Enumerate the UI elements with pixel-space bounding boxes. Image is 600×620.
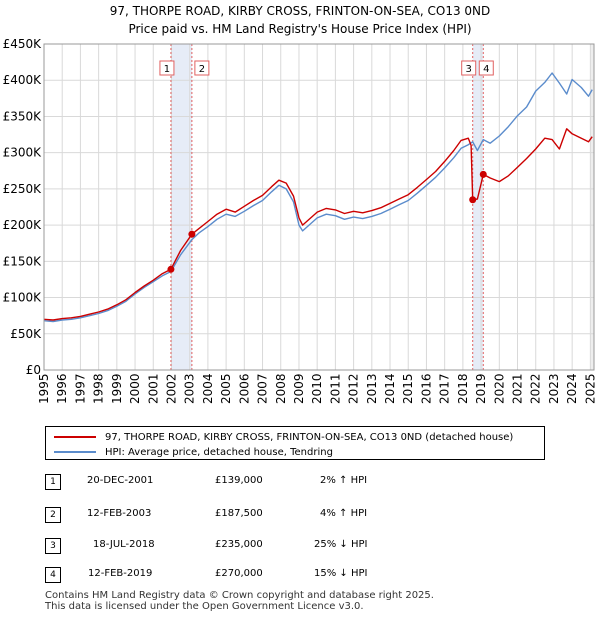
forecast-band	[590, 44, 594, 370]
transaction-row: 4 12-FEB-2019 £270,000 15% ↓ HPI	[45, 567, 565, 583]
x-tick-label: 2003	[183, 373, 197, 404]
x-tick-label: 2007	[256, 373, 270, 404]
x-tick-label: 2005	[219, 373, 233, 404]
transaction-date: 20-DEC-2001	[87, 475, 154, 486]
transaction-date: 12-FEB-2003	[87, 508, 152, 519]
legend-swatch-price-paid	[54, 436, 96, 438]
y-tick-label: £300K	[3, 146, 43, 160]
x-tick-label: 2008	[274, 373, 288, 404]
sale-period-band	[472, 44, 484, 370]
sale-label-number: 4	[483, 64, 489, 75]
x-tick-label: 2013	[365, 373, 379, 404]
sale-label-box	[159, 60, 175, 76]
sale-point	[188, 230, 196, 238]
sale-label-box	[478, 60, 494, 76]
transaction-row: 2 12-FEB-2003 £187,500 4% ↑ HPI	[45, 507, 565, 523]
sale-label-number: 3	[466, 64, 472, 75]
x-tick-label: 2025	[583, 373, 597, 404]
transaction-number-badge: 2	[45, 507, 61, 523]
x-tick-label: 2024	[565, 373, 579, 404]
x-tick-label: 2022	[529, 373, 543, 404]
transaction-price: £235,000	[215, 539, 263, 550]
x-tick-label: 2023	[547, 373, 561, 404]
chart-legend: 97, THORPE ROAD, KIRBY CROSS, FRINTON-ON…	[45, 426, 545, 460]
legend-label-price-paid: 97, THORPE ROAD, KIRBY CROSS, FRINTON-ON…	[105, 431, 514, 443]
plot-frame	[43, 43, 595, 371]
y-tick-label: £150K	[3, 254, 43, 268]
x-tick-label: 2000	[128, 373, 142, 404]
x-tick-label: 2012	[347, 373, 361, 404]
transaction-row: 3 18-JUL-2018 £235,000 25% ↓ HPI	[45, 538, 565, 554]
footer-attribution: Contains HM Land Registry data © Crown c…	[45, 590, 434, 612]
transaction-price: £139,000	[215, 475, 263, 486]
price-paid-line	[43, 128, 593, 321]
transaction-price: £270,000	[215, 568, 263, 579]
y-tick-label: £100K	[3, 291, 43, 305]
y-tick-label: £350K	[3, 109, 43, 123]
footer-line-licence: This data is licensed under the Open Gov…	[45, 601, 364, 612]
x-tick-label: 2021	[511, 373, 525, 404]
x-tick-label: 1997	[73, 373, 87, 404]
y-tick-label: £250K	[3, 182, 43, 196]
legend-swatch-hpi	[54, 451, 96, 453]
chart-subtitle: Price paid vs. HM Land Registry's House …	[128, 22, 472, 36]
y-tick-label: £400K	[3, 73, 43, 87]
x-tick-label: 1998	[92, 373, 106, 404]
legend-label-hpi: HPI: Average price, detached house, Tend…	[105, 446, 333, 458]
y-tick-label: £50K	[10, 327, 42, 341]
chart-title: 97, THORPE ROAD, KIRBY CROSS, FRINTON-ON…	[109, 4, 491, 18]
transaction-hpi-diff: 25% ↓ HPI	[314, 539, 368, 550]
y-tick-label: £200K	[3, 218, 43, 232]
transaction-number-badge: 1	[45, 474, 61, 490]
legend-item-price-paid: 97, THORPE ROAD, KIRBY CROSS, FRINTON-ON…	[54, 430, 513, 444]
x-tick-label: 2020	[492, 373, 506, 404]
transaction-hpi-diff: 4% ↑ HPI	[320, 508, 368, 519]
transaction-date: 18-JUL-2018	[93, 539, 155, 550]
footer-line-copyright: Contains HM Land Registry data © Crown c…	[45, 590, 434, 601]
x-tick-label: 2017	[438, 373, 452, 404]
x-tick-label: 2015	[401, 373, 415, 404]
x-tick-label: 2011	[328, 373, 342, 404]
x-tick-label: 1999	[110, 373, 124, 404]
transaction-row: 1 20-DEC-2001 £139,000 2% ↑ HPI	[45, 474, 565, 490]
sale-point	[469, 196, 477, 204]
x-tick-label: 1996	[55, 373, 69, 404]
x-tick-label: 2014	[383, 373, 397, 404]
transaction-number-badge: 3	[45, 538, 61, 554]
y-tick-label: £0	[26, 363, 41, 377]
x-tick-label: 2002	[164, 373, 178, 404]
sale-point	[167, 265, 175, 273]
sale-label-box	[194, 60, 210, 76]
sale-label-box	[461, 60, 477, 76]
transaction-date: 12-FEB-2019	[88, 568, 153, 579]
transaction-price: £187,500	[215, 508, 263, 519]
x-tick-label: 2004	[201, 373, 215, 404]
transaction-hpi-diff: 15% ↓ HPI	[314, 568, 368, 579]
x-tick-label: 2009	[292, 373, 306, 404]
x-tick-label: 2001	[146, 373, 160, 404]
x-tick-label: 2010	[310, 373, 324, 404]
x-tick-label: 2016	[419, 373, 433, 404]
transaction-number-badge: 4	[45, 567, 61, 583]
x-tick-label: 2018	[456, 373, 470, 404]
sale-label-number: 1	[164, 64, 170, 75]
hpi-line	[43, 72, 593, 323]
y-tick-label: £450K	[3, 37, 43, 51]
legend-item-hpi: HPI: Average price, detached house, Tend…	[54, 445, 333, 459]
transaction-hpi-diff: 2% ↑ HPI	[320, 475, 368, 486]
sale-point	[479, 170, 487, 178]
sale-label-number: 2	[199, 64, 205, 75]
x-tick-label: 1995	[37, 373, 51, 404]
x-tick-label: 2006	[237, 373, 251, 404]
x-tick-label: 2019	[474, 373, 488, 404]
sale-period-band	[170, 44, 192, 370]
